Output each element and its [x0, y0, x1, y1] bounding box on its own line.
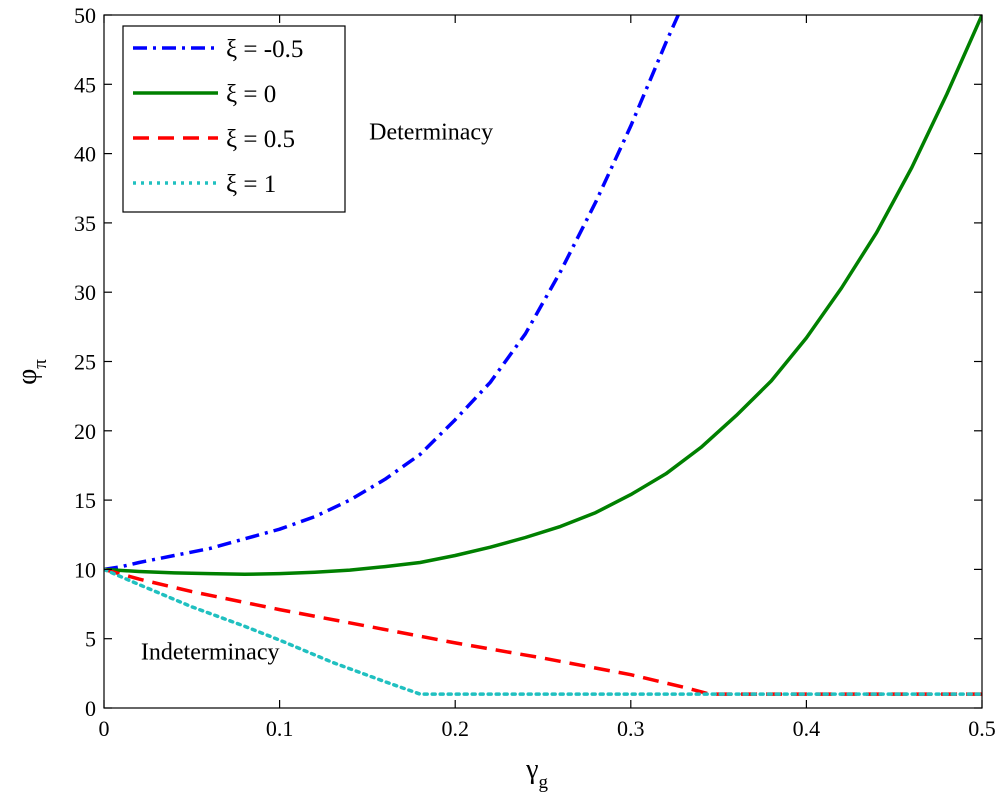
series-line-3: [104, 567, 982, 696]
y-tick-label: 0: [85, 696, 96, 721]
y-tick-label: 35: [74, 211, 96, 236]
y-tick-label: 5: [85, 627, 96, 652]
legend-label-0: ξ = -0.5: [226, 36, 303, 63]
x-tick-label: 0.3: [617, 716, 645, 741]
annotations: Determinacy Indeterminacy: [141, 120, 493, 666]
y-tick-label: 20: [74, 419, 96, 444]
y-tick-label: 25: [74, 350, 96, 375]
x-tick-label: 0.4: [793, 716, 821, 741]
series-layer: [104, 15, 982, 696]
y-tick-label: 10: [74, 557, 96, 582]
y-tick-label: 30: [74, 280, 96, 305]
series-line-1: [104, 15, 982, 577]
x-tick-label: 0.5: [968, 716, 996, 741]
annotation-1: Indeterminacy: [141, 639, 280, 665]
x-tick-label: 0: [99, 716, 110, 741]
x-tick-label: 0.1: [266, 716, 294, 741]
legend-label-2: ξ = 0.5: [226, 126, 295, 153]
legend-label-3: ξ = 1: [226, 171, 276, 198]
y-axis-label: φπ: [12, 359, 51, 385]
y-axis: 0 5 10 15 20 25 30 35 40 45 50: [74, 3, 982, 721]
series-line-2: [104, 567, 982, 696]
legend: ξ = -0.5 ξ = 0 ξ = 0.5 ξ = 1: [122, 25, 346, 213]
y-tick-label: 50: [74, 3, 96, 28]
y-tick-label: 15: [74, 488, 96, 513]
x-axis-label: γg: [525, 754, 548, 793]
y-axis-label-group: φπ: [12, 359, 51, 385]
series-line-0: [104, 15, 680, 572]
legend-box: [122, 25, 346, 213]
y-tick-label: 40: [74, 142, 96, 167]
x-axis: 0 0.1 0.2 0.3 0.4 0.5: [99, 15, 996, 741]
y-tick-label: 45: [74, 72, 96, 97]
legend-label-1: ξ = 0: [226, 81, 276, 108]
x-tick-label: 0.2: [441, 716, 469, 741]
annotation-0: Determinacy: [369, 120, 493, 146]
